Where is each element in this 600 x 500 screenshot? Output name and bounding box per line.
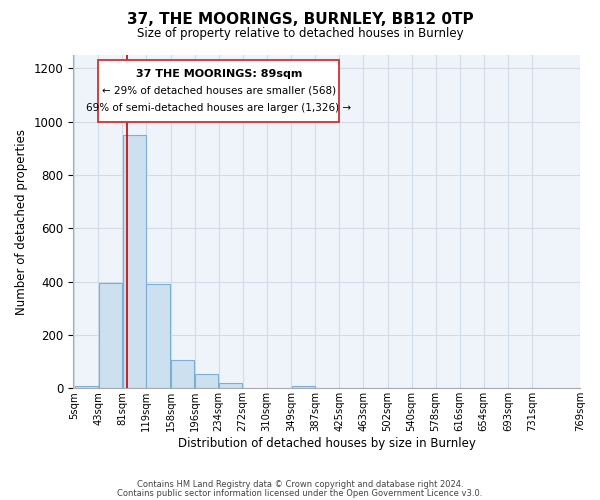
Bar [292, 386, 315, 388]
Bar [98, 283, 122, 389]
Bar [146, 284, 170, 389]
Bar [171, 360, 194, 388]
Text: Contains public sector information licensed under the Open Government Licence v3: Contains public sector information licen… [118, 488, 482, 498]
Text: Contains HM Land Registry data © Crown copyright and database right 2024.: Contains HM Land Registry data © Crown c… [137, 480, 463, 489]
Text: ← 29% of detached houses are smaller (568): ← 29% of detached houses are smaller (56… [101, 86, 336, 96]
Bar [122, 135, 146, 388]
X-axis label: Distribution of detached houses by size in Burnley: Distribution of detached houses by size … [178, 437, 475, 450]
Bar [195, 374, 218, 388]
FancyBboxPatch shape [98, 60, 339, 122]
Y-axis label: Number of detached properties: Number of detached properties [15, 128, 28, 314]
Bar [74, 386, 98, 388]
Text: Size of property relative to detached houses in Burnley: Size of property relative to detached ho… [137, 28, 463, 40]
Text: 37 THE MOORINGS: 89sqm: 37 THE MOORINGS: 89sqm [136, 69, 302, 79]
Bar [219, 383, 242, 388]
Text: 37, THE MOORINGS, BURNLEY, BB12 0TP: 37, THE MOORINGS, BURNLEY, BB12 0TP [127, 12, 473, 28]
Text: 69% of semi-detached houses are larger (1,326) →: 69% of semi-detached houses are larger (… [86, 103, 351, 113]
